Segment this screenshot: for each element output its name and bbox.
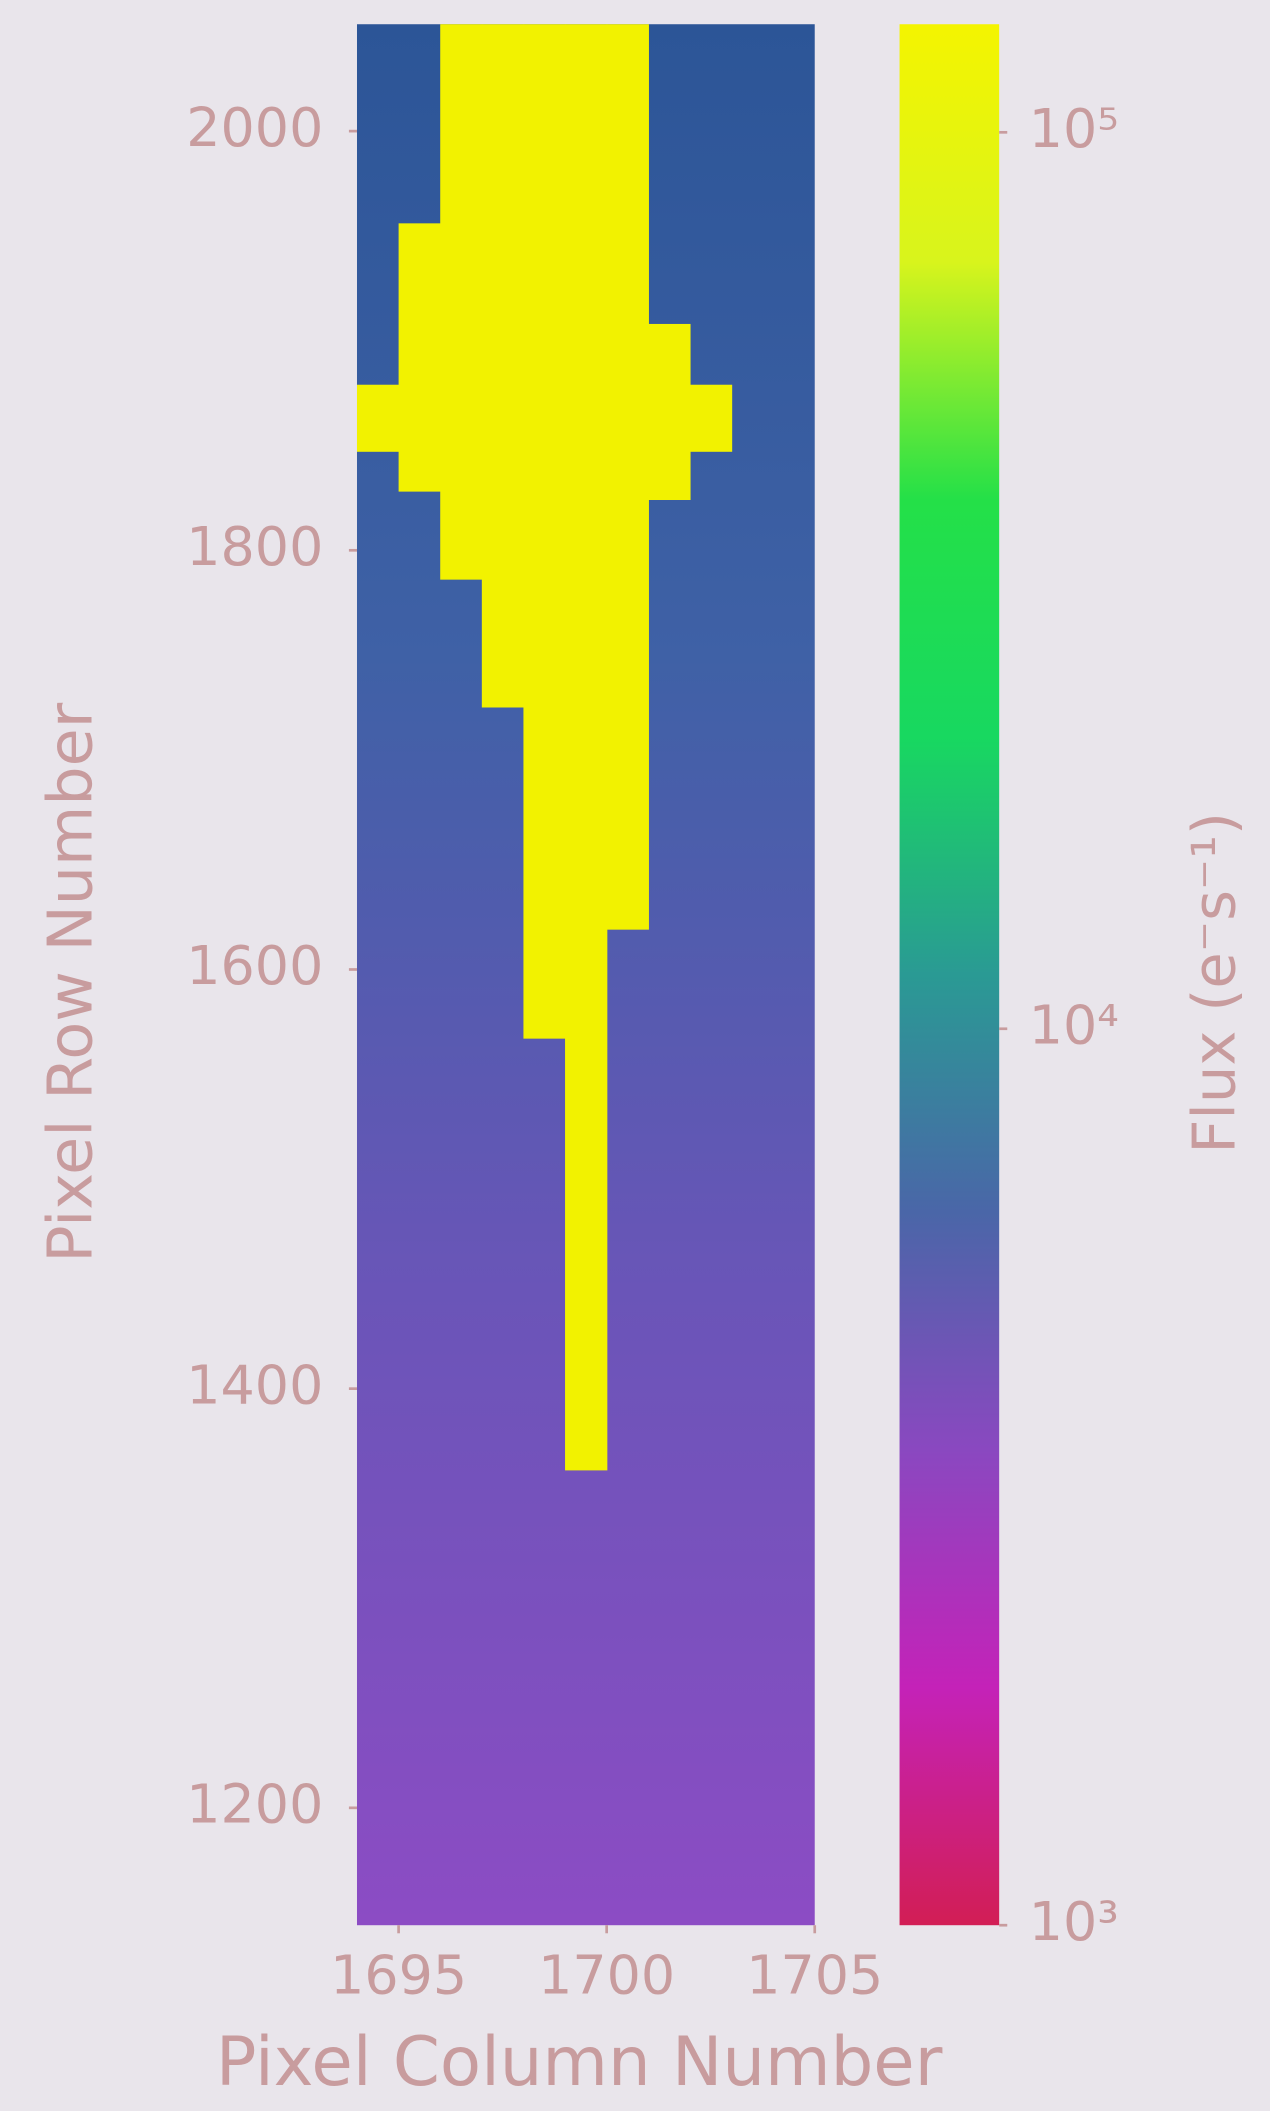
y-tick-label: 1200 bbox=[186, 1772, 323, 1835]
saturated-column bbox=[565, 24, 608, 1471]
colorbar-title: Flux (e⁻s⁻¹) bbox=[1180, 812, 1249, 1154]
colorbar-tick-label: 10⁴ bbox=[1029, 993, 1119, 1056]
colorbar-tick-label: 10⁵ bbox=[1029, 97, 1119, 160]
saturated-column bbox=[440, 24, 483, 580]
x-tick-label: 1695 bbox=[330, 1944, 467, 2007]
y-tick-label: 2000 bbox=[186, 96, 323, 159]
saturated-column bbox=[398, 223, 441, 492]
y-tick-label: 1400 bbox=[186, 1353, 323, 1416]
saturated-column bbox=[481, 24, 525, 708]
y-tick-label: 1600 bbox=[186, 934, 323, 997]
x-axis-title: Pixel Column Number bbox=[216, 2023, 943, 2101]
saturated-column bbox=[689, 384, 733, 452]
y-tick-label: 1800 bbox=[186, 515, 323, 578]
saturated-column bbox=[648, 323, 691, 501]
saturated-column bbox=[606, 24, 649, 930]
saturated-column bbox=[523, 24, 566, 1039]
colorbar-tick-label: 10³ bbox=[1029, 1890, 1119, 1953]
x-tick-label: 1705 bbox=[746, 1944, 883, 2007]
x-tick-label: 1700 bbox=[538, 1944, 675, 2007]
y-axis-title: Pixel Row Number bbox=[34, 702, 106, 1263]
colorbar bbox=[899, 24, 1000, 1926]
saturated-column bbox=[356, 384, 400, 452]
